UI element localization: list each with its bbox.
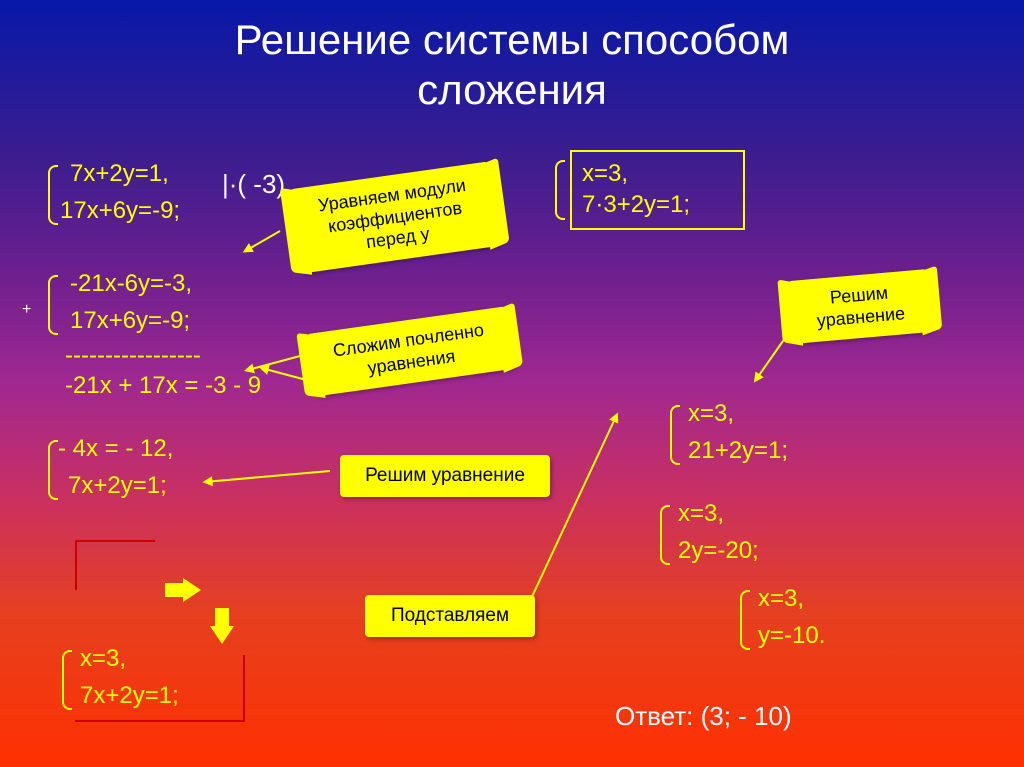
arrow-r4 [529,419,615,601]
arrow-r3 [210,470,330,482]
step1-mult: |·( -3) [222,168,285,202]
brace-step1 [48,165,58,225]
red-line-2 [75,540,155,542]
step2-plus: + [22,300,31,321]
step8-eq2: у=-10. [758,620,825,651]
brace-step3 [48,440,58,500]
title-line1: Решение системы способом [235,16,790,63]
ribbon-solve2: Решим уравнение [788,269,933,344]
title-line2: сложения [417,66,607,113]
red-line-3 [75,720,245,722]
brace-step8 [740,590,750,650]
step2-eq2: 17х+6у=-9; [70,305,190,336]
ribbon5-text: Решим уравнение [816,283,906,331]
brace-step5 [555,160,565,220]
step2-dashes: ----------------- [65,340,201,371]
step7-eq2: 2у=-20; [678,535,759,566]
arrow-r1 [249,230,280,249]
step1-eq2: 17х+6у=-9; [60,195,180,226]
step2-eq1: -21х-6у=-3, [70,268,192,299]
ribbon-equalize: Уравняем модули коэффициентов перед у [290,161,500,273]
slide-title: Решение системы способом сложения [0,0,1024,116]
step8-eq1: х=3, [758,583,804,614]
step4-eq2: 7х+2у=1; [80,680,179,711]
brace-step7 [660,505,670,565]
brace-step4 [62,650,72,710]
step2-sum: -21х + 17х = -3 - 9 [65,370,261,401]
arrow-block-right-head [183,578,201,602]
step6-eq1: х=3, [688,398,734,429]
ribbon1-text: Уравняем модули коэффициентов перед у [317,175,467,252]
arrow-r5 [758,330,791,376]
arrow-block-down [215,608,229,628]
step6-eq2: 21+2у=1; [688,435,788,466]
step5-eq2: 7·3+2у=1; [582,189,733,220]
arrow-block-right [165,583,185,597]
answer: Ответ: (3; - 10) [615,700,792,734]
ribbon-add: Сложим почленно уравнения [307,306,514,396]
step1-eq1: 7х+2у=1, [70,158,169,189]
step5-eq1: х=3, [582,158,733,189]
red-line-4 [243,655,245,720]
brace-step2 [48,275,58,335]
ribbon3-text: Решим уравнение [365,465,525,486]
step5-box: х=3, 7·3+2у=1; [570,150,745,230]
ribbon-substitute: Подставляем [365,595,535,637]
step3-eq1: - 4х = - 12, [58,433,173,464]
step3-eq2: 7х+2у=1; [68,470,167,501]
brace-step6 [670,405,680,465]
red-line-1 [75,540,77,590]
ribbon-solve: Решим уравнение [340,455,550,497]
step7-eq1: х=3, [678,498,724,529]
ribbon2-text: Сложим почленно уравнения [332,320,485,378]
ribbon4-text: Подставляем [391,605,509,626]
arrow-block-down-head [210,626,234,644]
step4-eq1: х=3, [80,643,126,674]
